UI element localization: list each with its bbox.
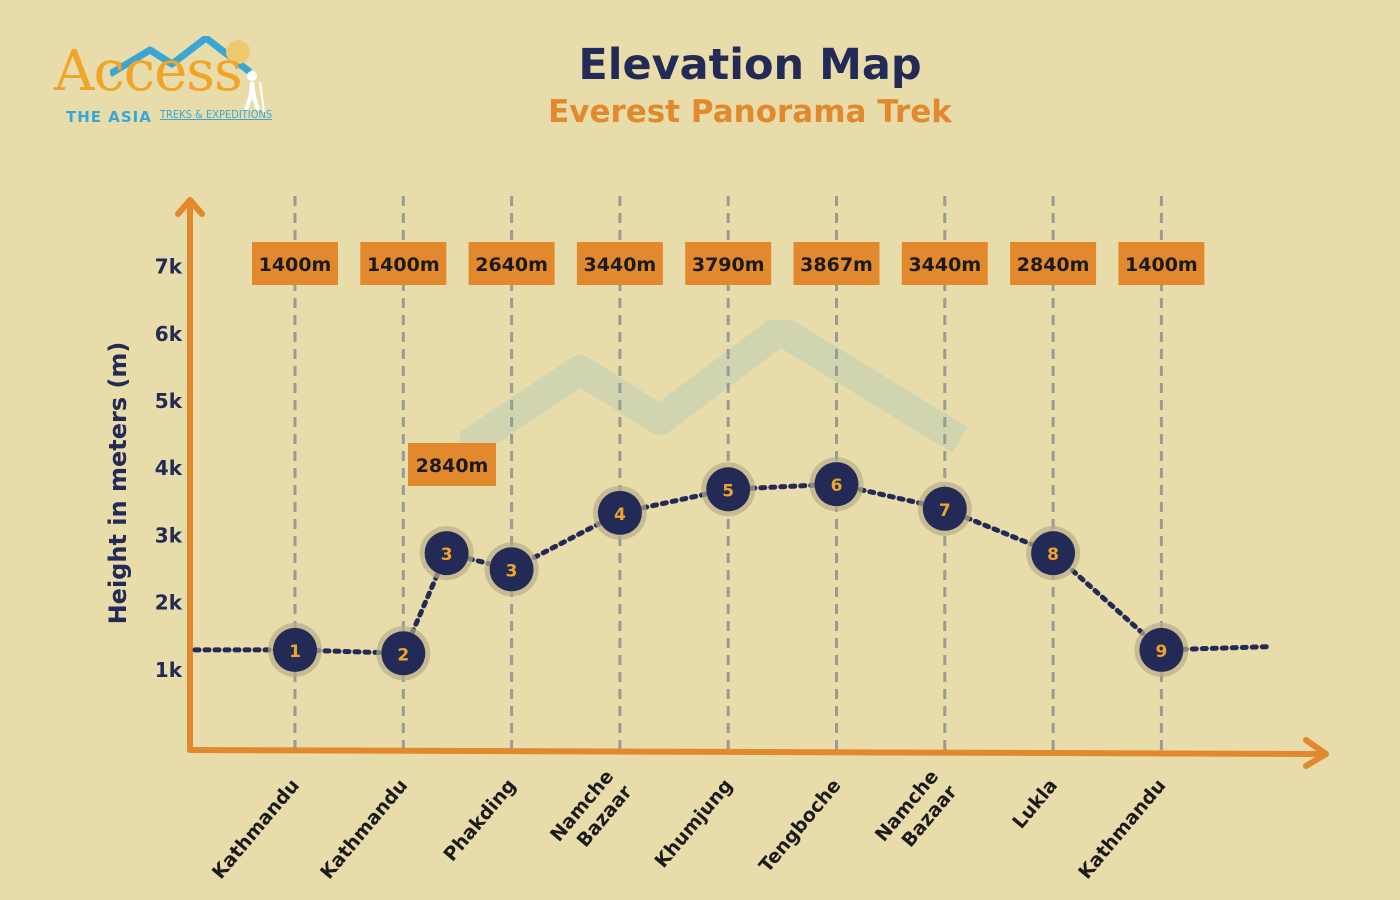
x-tick-label: Kathmandu: [1074, 775, 1170, 884]
y-tick-label: 1k: [155, 658, 183, 682]
x-tick-text: Kathmandu: [1074, 775, 1170, 884]
chart-title: Elevation Map: [578, 40, 922, 90]
chart-subtitle: Everest Panorama Trek: [548, 94, 952, 130]
elevation-label: 2840m: [1017, 254, 1090, 276]
x-tick-text: NamcheBazaar: [546, 765, 637, 861]
elevation-label: 1400m: [367, 254, 440, 276]
x-tick-label: Kathmandu: [208, 775, 304, 884]
x-tick-word: Khumjung: [650, 775, 737, 872]
x-tick-word: Kathmandu: [316, 775, 412, 884]
x-tick-label: Lukla: [1008, 775, 1062, 833]
day-marker: [706, 467, 751, 512]
x-tick-text: Kathmandu: [208, 775, 304, 884]
day-marker: [273, 627, 317, 672]
day-number: 8: [1047, 545, 1059, 565]
day-number: 4: [614, 505, 626, 525]
x-tick-label: NamcheBazaar: [546, 765, 637, 861]
day-marker: [922, 486, 967, 531]
elevation-box: [1010, 242, 1097, 285]
x-tick-text: Kathmandu: [316, 775, 412, 884]
elevation-label: 1400m: [259, 254, 332, 276]
elevation-label: 1400m: [1125, 254, 1198, 276]
y-tick-label: 2k: [155, 591, 183, 615]
day-number: 3: [441, 545, 453, 565]
day-number: 9: [1155, 642, 1167, 662]
x-tick-text: Tengboche: [755, 775, 846, 877]
y-tick-label: 5k: [155, 389, 183, 413]
elevation-label: 3867m: [800, 254, 873, 276]
x-tick-word: Kathmandu: [1074, 775, 1170, 884]
brand-logo: Access THE ASIA TREKS & EXPEDITIONS: [50, 36, 280, 136]
elevation-label: 3440m: [908, 254, 981, 276]
x-tick-label: Phakding: [439, 775, 520, 866]
hiker-icon: [244, 71, 265, 113]
day-marker: [597, 490, 642, 535]
x-tick-text: Khumjung: [650, 775, 737, 872]
logo-wordmark: Access: [54, 39, 243, 104]
elevation-box: [468, 242, 555, 285]
y-tick-label: 4k: [155, 456, 183, 480]
extra-elevation-box: [408, 443, 496, 486]
day-number: 5: [722, 481, 734, 501]
y-tick-label: 3k: [155, 523, 183, 547]
day-number: 2: [397, 645, 409, 665]
x-tick-text: Phakding: [439, 775, 520, 866]
y-tick-label: 6k: [155, 322, 183, 346]
elevation-box: [360, 242, 447, 285]
elevation-label: 3790m: [692, 254, 765, 276]
elevation-box: [1118, 242, 1205, 285]
y-tick-label: 7k: [155, 255, 183, 279]
x-tick-word: Lukla: [1008, 775, 1062, 833]
x-tick-label: NamcheBazaar: [871, 765, 962, 861]
elevation-box: [685, 242, 772, 285]
x-tick-label: Tengboche: [755, 775, 846, 877]
elevation-box: [576, 242, 663, 285]
x-tick-word: Tengboche: [755, 775, 846, 877]
x-axis-line: [187, 747, 1325, 757]
x-tick-word: Kathmandu: [208, 775, 304, 884]
elevation-label: 3440m: [584, 254, 657, 276]
elevation-box: [252, 242, 338, 285]
elevation-label: 2640m: [475, 254, 548, 276]
day-marker: [489, 547, 534, 592]
day-number: 3: [506, 561, 518, 581]
mountain-icon: [110, 36, 253, 78]
day-marker: [1031, 531, 1076, 576]
logo-tagline: TREKS & EXPEDITIONS: [160, 108, 273, 121]
day-number: 6: [831, 476, 843, 496]
x-tick-text: Lukla: [1008, 775, 1062, 833]
elevation-box: [901, 242, 988, 285]
logo-subtitle: THE ASIA: [66, 108, 152, 126]
elevation-box: [793, 242, 880, 285]
x-axis-arrow: [1303, 737, 1329, 769]
y-axis-arrow: [175, 197, 205, 217]
day-marker: [814, 462, 859, 507]
day-marker: [424, 531, 469, 576]
x-tick-label: Kathmandu: [316, 775, 412, 884]
x-tick-label: Khumjung: [650, 775, 737, 872]
day-marker: [1139, 627, 1184, 672]
x-tick-word: Phakding: [439, 775, 520, 866]
day-number: 7: [939, 501, 951, 521]
extra-elevation-label: 2840m: [416, 455, 489, 477]
day-marker: [381, 631, 426, 676]
x-tick-text: NamcheBazaar: [871, 765, 962, 861]
day-number: 1: [289, 642, 301, 662]
